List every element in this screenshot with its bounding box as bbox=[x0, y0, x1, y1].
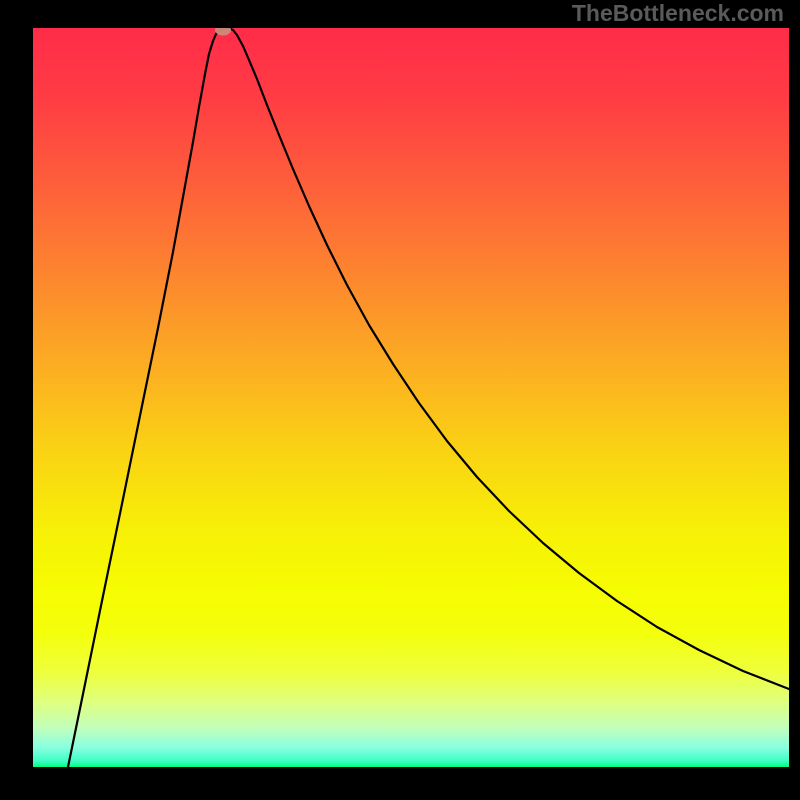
gradient-background bbox=[33, 28, 789, 767]
watermark-text: TheBottleneck.com bbox=[572, 0, 784, 27]
chart-frame: TheBottleneck.com bbox=[0, 0, 800, 800]
plot-svg bbox=[33, 28, 789, 767]
